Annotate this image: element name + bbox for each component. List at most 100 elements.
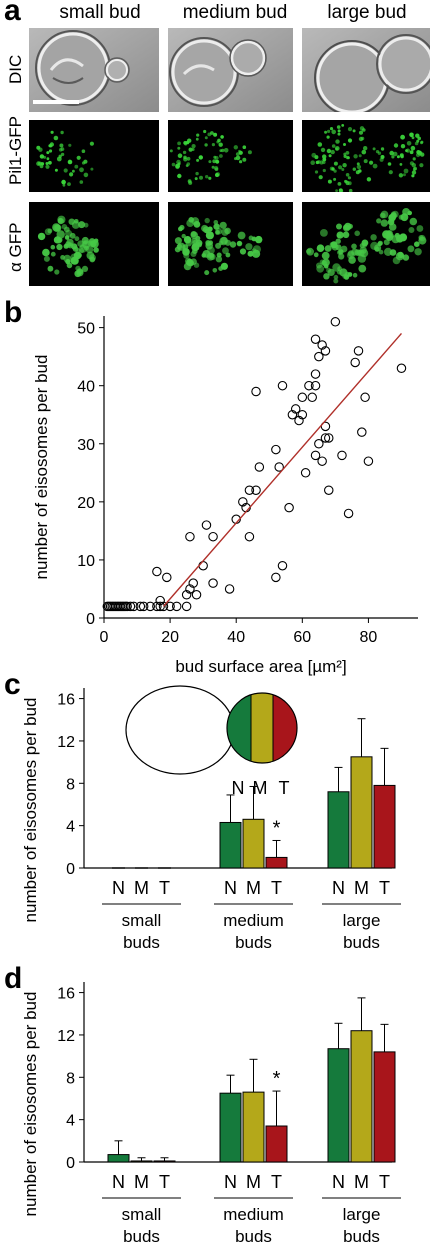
gfp-spot: [328, 154, 332, 158]
category-label: M: [354, 878, 369, 898]
gfp-spot: [341, 124, 345, 127]
data-point: [317, 456, 327, 466]
group-label: buds: [123, 1227, 160, 1246]
gfp-spot: [48, 144, 52, 148]
y-tick-label: 12: [57, 1028, 75, 1045]
gfp-spot: [352, 129, 356, 133]
data-point: [155, 595, 165, 606]
gfp-spot: [47, 228, 53, 234]
category-label: N: [224, 878, 237, 898]
data-point: [181, 601, 192, 612]
data-point: [152, 601, 162, 612]
gfp-spot: [81, 149, 86, 153]
x-axis-label: bud surface area [µm²]: [175, 657, 346, 676]
gfp-spot: [347, 138, 353, 143]
gfp-spot: [343, 143, 346, 146]
data-point: [254, 462, 265, 472]
y-tick-label: 12: [57, 734, 75, 751]
category-label: N: [332, 1172, 345, 1192]
gfp-spot: [407, 245, 415, 253]
gfp-spot: [239, 248, 247, 255]
gfp-spot: [416, 225, 424, 232]
bar: [373, 784, 396, 869]
gfp-spot: [319, 259, 325, 265]
category-label: N: [112, 878, 125, 898]
gfp-spot: [211, 143, 215, 147]
gfp-spot: [195, 137, 199, 141]
scatter-chart: 0 10 20 30 40 50 0 20 40 60 80 bud surface area [µm…: [32, 316, 418, 676]
gfp-spot: [322, 157, 327, 162]
data-point: [290, 404, 301, 414]
gfp-spot: [58, 148, 63, 152]
gfp-cell: [236, 231, 263, 258]
data-point: [300, 468, 311, 478]
gfp-spot: [337, 182, 342, 186]
gfp-spot: [393, 143, 399, 148]
gfp-spot: [242, 157, 247, 162]
data-point: [294, 415, 304, 426]
y-tick-label: 4: [66, 1113, 75, 1130]
gfp-spot: [67, 182, 71, 186]
gfp-spot: [219, 154, 223, 158]
gfp-spot: [61, 224, 68, 230]
gfp-spot: [81, 161, 86, 165]
gfp-spot: [247, 250, 254, 257]
y-tick-label: 40: [77, 379, 95, 396]
gfp-spot: [336, 223, 342, 230]
gfp-spot: [212, 159, 217, 164]
gfp-spot: [177, 141, 181, 146]
pil1-gfp-image-small: [29, 120, 159, 192]
data-point: [337, 450, 347, 461]
gfp-spot: [366, 177, 372, 182]
gfp-spot: [380, 210, 389, 219]
gfp-spot: [339, 189, 344, 192]
data-point: [310, 380, 321, 391]
gfp-spot: [186, 156, 191, 161]
data-point: [162, 572, 172, 583]
gfp-spot: [204, 228, 210, 234]
gfp-spot: [336, 233, 342, 239]
gfp-spot: [205, 175, 209, 179]
gfp-spot: [314, 170, 319, 174]
gfp-spot: [79, 180, 84, 184]
gfp-spot: [322, 168, 326, 173]
gfp-spot: [380, 147, 385, 151]
gfp-spot: [48, 149, 53, 153]
gfp-spot: [353, 154, 358, 159]
gfp-spot: [316, 264, 325, 273]
gfp-spot: [83, 222, 89, 228]
gfp-spot: [377, 151, 382, 155]
gfp-spot: [405, 149, 408, 152]
gfp-spot: [361, 149, 367, 155]
gfp-spot: [326, 135, 330, 139]
gfp-spot: [408, 227, 415, 233]
gfp-spot: [72, 246, 79, 252]
gfp-spot: [362, 242, 368, 248]
gfp-spot: [335, 147, 338, 151]
gfp-cell: [169, 129, 229, 185]
gfp-spot: [409, 217, 418, 226]
gfp-spot: [354, 230, 360, 237]
category-label: M: [134, 1172, 149, 1192]
data-point: [324, 433, 334, 443]
data-point: [330, 317, 341, 327]
bar: [242, 1091, 265, 1163]
gfp-spot: [78, 221, 86, 229]
gfp-spot: [399, 163, 403, 166]
dic-image-small: [29, 28, 159, 112]
y-tick-label: 16: [57, 986, 75, 1003]
group-label: medium: [223, 1205, 283, 1224]
gfp-spot: [56, 243, 63, 251]
gfp-spot: [383, 239, 390, 246]
gfp-spot: [356, 162, 360, 166]
gfp-spot: [333, 278, 339, 284]
gfp-spot: [420, 141, 423, 145]
gfp-spot: [398, 173, 404, 178]
gfp-spot: [70, 253, 78, 262]
gfp-spot: [331, 144, 336, 148]
gfp-spot: [203, 129, 207, 134]
data-point: [128, 601, 139, 612]
data-point: [277, 560, 288, 571]
gfp-spot: [400, 144, 406, 149]
gfp-spot: [337, 129, 341, 133]
